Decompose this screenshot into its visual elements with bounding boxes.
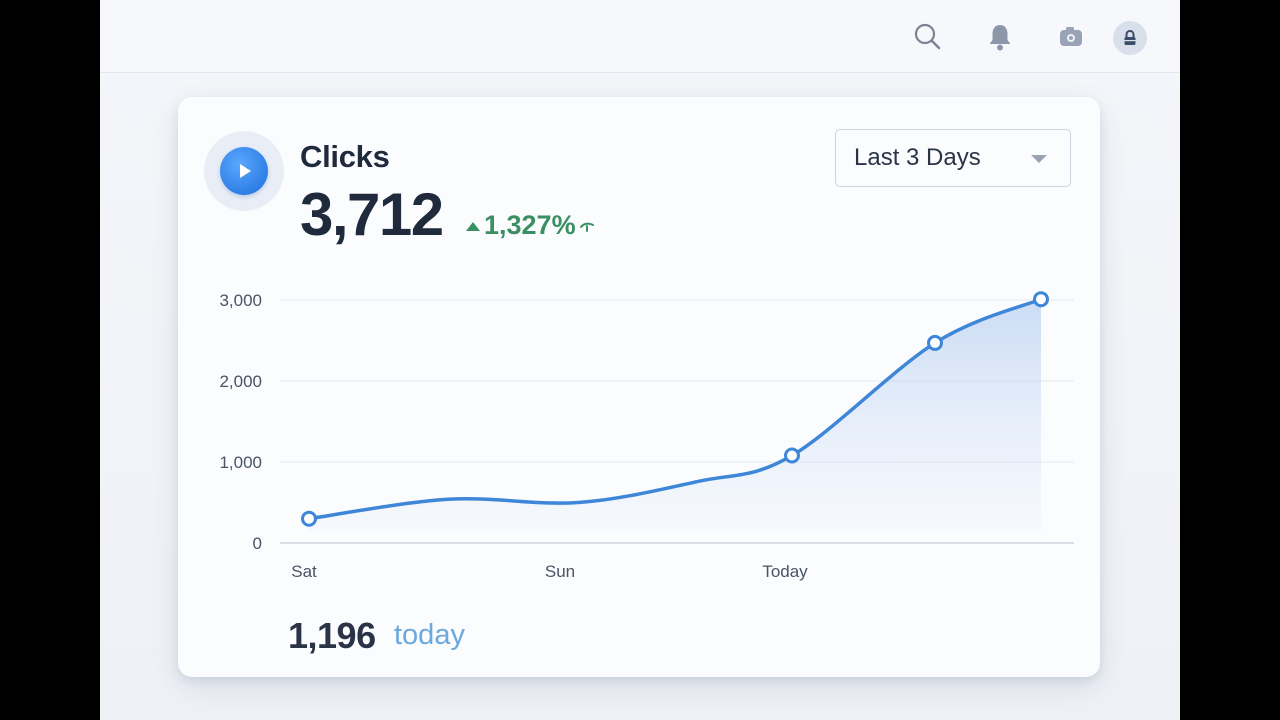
metric-change-value: 1,327%: [484, 210, 576, 240]
arrow-up-icon: [466, 221, 480, 231]
play-icon: [220, 147, 268, 195]
y-tick-label: 2,000: [219, 372, 262, 391]
search-icon[interactable]: [912, 21, 944, 53]
today-label: today: [394, 619, 465, 651]
y-tick-label: 3,000: [219, 291, 262, 310]
date-range-value: Last 3 Days: [854, 144, 981, 171]
metric-icon-badge: [204, 131, 284, 211]
metric-value: 3,712: [300, 181, 444, 248]
camera-icon[interactable]: [1055, 21, 1087, 53]
metric-change: 1,327%: [465, 210, 595, 241]
data-point: [301, 510, 317, 527]
avatar[interactable]: [1113, 21, 1147, 55]
data-point: [1033, 291, 1049, 308]
chevron-down-icon: [1031, 155, 1047, 163]
clicks-chart: 0 1,000 2,000 3,000 Sat Sun Today: [219, 291, 1074, 581]
y-tick-label: 1,000: [219, 453, 262, 472]
clicks-card: Clicks 3,712 1,327% Last 3 Days 0 1,000 2,…: [178, 97, 1100, 677]
x-tick-label: Today: [762, 562, 808, 581]
data-point: [784, 447, 800, 464]
app-screen: Clicks 3,712 1,327% Last 3 Days 0 1,000 2,…: [100, 0, 1180, 720]
y-tick-label: 0: [253, 534, 262, 553]
bell-icon[interactable]: [984, 21, 1016, 53]
series-area: [309, 299, 1041, 531]
lock-icon: [1124, 29, 1136, 45]
top-bar: [100, 0, 1180, 73]
trend-up-icon: [579, 222, 594, 232]
date-range-select[interactable]: Last 3 Days: [835, 129, 1071, 187]
x-tick-label: Sun: [545, 562, 575, 581]
x-tick-label: Sat: [291, 562, 317, 581]
metric-label: Clicks: [300, 139, 390, 174]
today-value: 1,196: [288, 615, 376, 656]
data-point: [927, 334, 943, 351]
